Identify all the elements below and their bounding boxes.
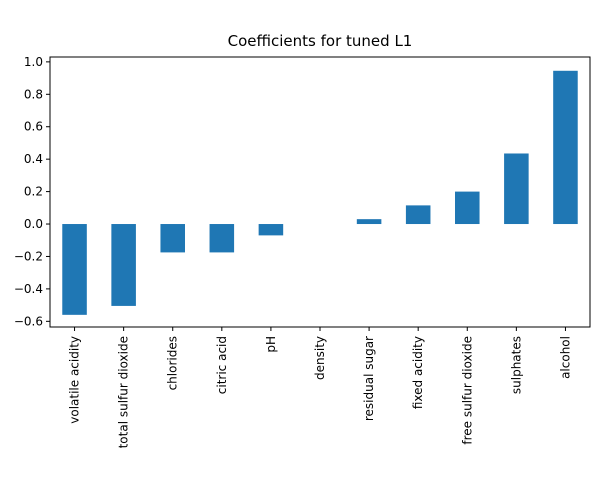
y-tick-label: 0.4 (24, 152, 43, 166)
bars-group (62, 70, 578, 315)
x-tick-label: citric acid (215, 336, 229, 394)
y-tick-label: 0.0 (24, 217, 43, 231)
bar-volatile-acidity (62, 224, 87, 315)
y-axis: −0.6 −0.4 −0.2 0.0 0.2 0.4 0.6 0.8 1.0 (14, 55, 50, 328)
x-tick-label: sulphates (509, 336, 523, 394)
chart-title: Coefficients for tuned L1 (228, 32, 413, 50)
x-tick-label: residual sugar (362, 336, 376, 421)
bar-alcohol (553, 70, 578, 225)
y-tick-label: 0.2 (24, 185, 43, 199)
bar-total-sulfur-dioxide (111, 224, 136, 306)
x-tick-label: total sulfur dioxide (117, 336, 131, 448)
y-tick-label: 0.6 (24, 120, 43, 134)
x-axis: volatile acidity total sulfur dioxide chlo… (68, 327, 572, 448)
x-tick-label: fixed acidity (411, 336, 425, 409)
bar-ph (258, 224, 284, 236)
x-tick-label: alcohol (558, 336, 572, 379)
bar-sulphates (504, 153, 529, 225)
y-tick-label: 1.0 (24, 55, 43, 69)
bar-chlorides (160, 224, 185, 253)
bar-free-sulfur-dioxide (455, 191, 480, 225)
x-tick-label: pH (264, 336, 278, 353)
y-tick-label: −0.2 (14, 249, 43, 263)
x-tick-label: density (313, 336, 327, 380)
bar-citric-acid (209, 224, 235, 253)
y-tick-label: −0.4 (14, 282, 43, 296)
x-tick-label: free sulfur dioxide (460, 336, 474, 445)
y-tick-label: −0.6 (14, 314, 43, 328)
bar-fixed-acidity (405, 205, 431, 225)
x-tick-label: volatile acidity (68, 336, 82, 424)
x-tick-label: chlorides (166, 336, 180, 390)
y-tick-label: 0.8 (24, 87, 43, 101)
bar-residual-sugar (356, 219, 382, 225)
